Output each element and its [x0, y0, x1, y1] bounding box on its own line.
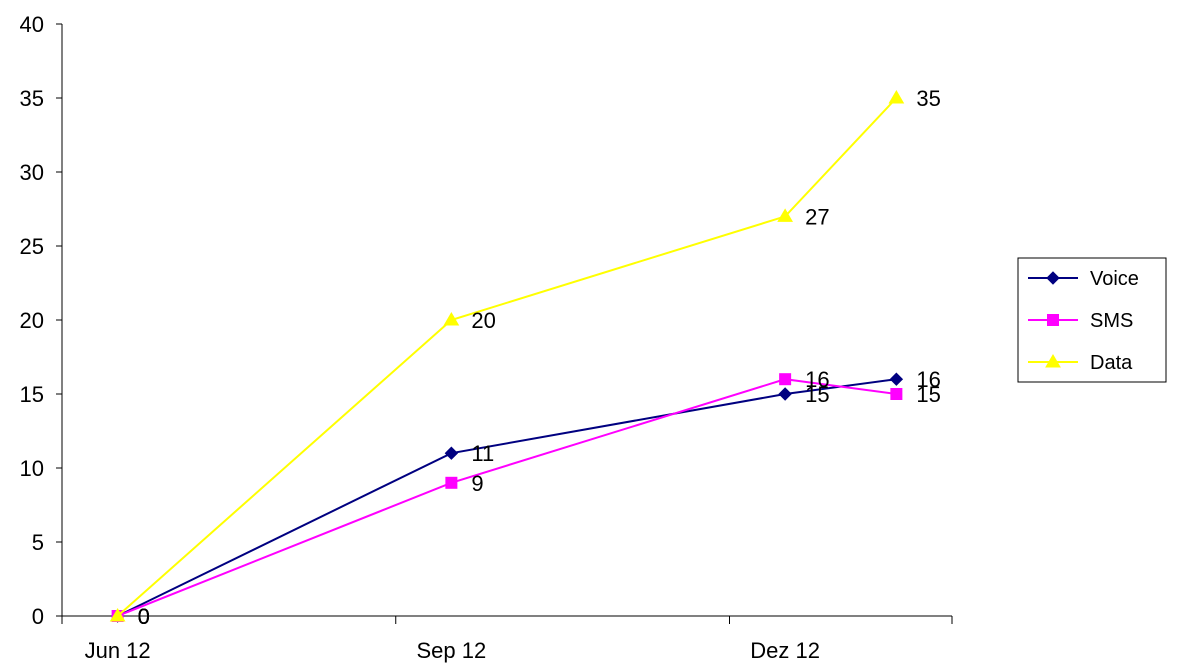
- x-tick-label: Jun 12: [85, 638, 151, 663]
- y-tick-label: 15: [20, 382, 44, 407]
- y-tick-label: 10: [20, 456, 44, 481]
- data-point: [443, 312, 460, 326]
- data-label: 15: [805, 382, 829, 407]
- y-tick-label: 35: [20, 86, 44, 111]
- data-point: [109, 608, 126, 622]
- data-point: [444, 446, 459, 460]
- legend-label: Data: [1090, 352, 1133, 374]
- data-label: 15: [916, 382, 940, 407]
- y-tick-label: 30: [20, 160, 44, 185]
- legend-marker: [1045, 354, 1061, 368]
- y-tick-label: 25: [20, 234, 44, 259]
- data-point: [445, 476, 458, 489]
- series-data: 0 20 27 35: [109, 86, 941, 629]
- data-point: [889, 372, 904, 386]
- data-label: 16: [916, 367, 940, 392]
- data-label: 16: [805, 367, 829, 392]
- legend: Voice SMS Data: [1017, 257, 1167, 383]
- y-ticks: 0 5 10 15 20 25 30 35 40: [20, 12, 62, 629]
- data-label: 20: [471, 308, 495, 333]
- data-label: 11: [471, 441, 494, 466]
- legend-marker: [1046, 271, 1060, 285]
- data-point: [890, 388, 903, 400]
- series-line: [117, 378, 897, 617]
- x-ticks: Jun 12 Sep 12 Dez 12: [61, 616, 953, 663]
- data-label: 27: [805, 204, 829, 229]
- data-label: 0: [138, 604, 150, 629]
- legend-marker: [1047, 314, 1059, 326]
- series-line: [117, 378, 897, 617]
- data-label: 35: [916, 86, 940, 111]
- data-label: 0: [138, 604, 150, 629]
- data-point: [779, 373, 792, 386]
- data-point: [888, 90, 905, 104]
- data-label: 9: [471, 471, 483, 496]
- series-line: [116, 97, 898, 617]
- data-point: [778, 387, 792, 401]
- legend-label: SMS: [1090, 310, 1133, 332]
- legend-label: Voice: [1090, 268, 1139, 290]
- y-tick-label: 40: [20, 12, 44, 37]
- axes: [61, 24, 952, 617]
- y-tick-label: 0: [32, 604, 44, 629]
- y-tick-label: 5: [32, 530, 44, 555]
- x-tick-label: Sep 12: [417, 638, 487, 663]
- x-tick-label: Dez 12: [750, 638, 820, 663]
- data-label: 0: [138, 604, 150, 629]
- data-point: [777, 208, 793, 222]
- y-tick-label: 20: [20, 308, 44, 333]
